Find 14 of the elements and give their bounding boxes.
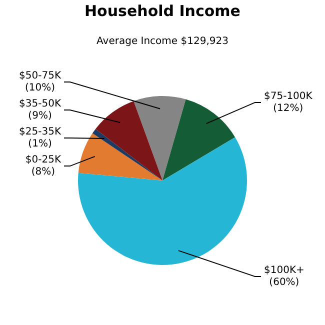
slice-label: $25-35K bbox=[19, 126, 62, 138]
slice-label: $100K+ bbox=[264, 265, 304, 276]
data-label: (60%) bbox=[269, 277, 300, 288]
slice-label: $35-50K bbox=[19, 98, 62, 110]
data-label: (8%) bbox=[31, 166, 56, 178]
data-label: (1%) bbox=[28, 138, 52, 150]
slice-label: $50-75K bbox=[19, 70, 62, 82]
data-label: (10%) bbox=[24, 82, 56, 94]
slice-label: $0-25K bbox=[25, 154, 62, 166]
chart-subtitle: Average Income $129,923 bbox=[96, 36, 230, 47]
slice-label: $75-100K bbox=[264, 91, 313, 102]
chart-title: Household Income bbox=[84, 1, 242, 20]
data-label: (9%) bbox=[28, 110, 52, 122]
data-label: (12%) bbox=[273, 103, 304, 114]
